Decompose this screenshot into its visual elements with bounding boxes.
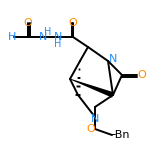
Text: ─Bn: ─Bn: [108, 130, 130, 140]
Text: H: H: [8, 32, 16, 42]
Text: O: O: [69, 18, 77, 28]
Text: N: N: [54, 32, 62, 42]
Text: N: N: [109, 54, 117, 64]
Text: H: H: [44, 27, 52, 37]
Text: O: O: [87, 124, 95, 134]
Text: O: O: [24, 18, 32, 28]
Text: H: H: [54, 39, 62, 49]
Polygon shape: [70, 79, 114, 98]
Text: O: O: [138, 70, 146, 80]
Text: N: N: [39, 32, 47, 42]
Text: N: N: [91, 114, 99, 124]
